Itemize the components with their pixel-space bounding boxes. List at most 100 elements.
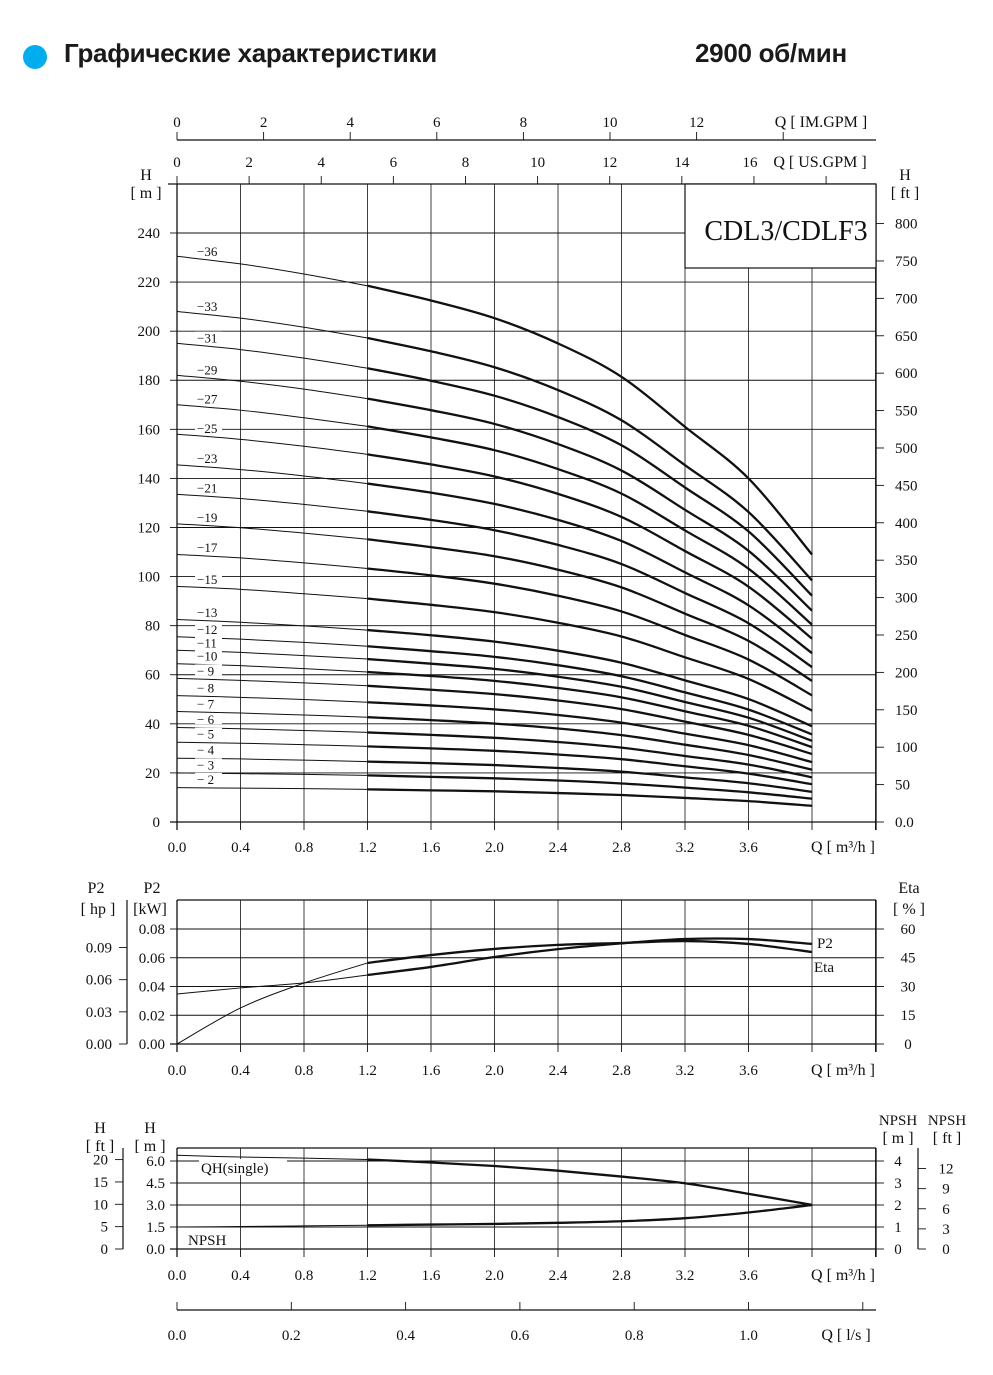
x-tick-label: 0.8 bbox=[295, 840, 314, 856]
label-bg bbox=[195, 363, 222, 375]
x-tick-label: 1.6 bbox=[422, 1268, 441, 1284]
label-bg bbox=[195, 481, 222, 493]
x-tick-label: 0.4 bbox=[231, 1063, 250, 1079]
npsh-m-tick-label: 2 bbox=[894, 1198, 902, 1214]
qh-chart: 0204060801001201401601802002202400.05010… bbox=[130, 114, 919, 856]
y-tick-label: 0.00 bbox=[139, 1037, 165, 1053]
npsh-m-tick-label: 0 bbox=[894, 1242, 902, 1258]
qh-curve bbox=[367, 367, 813, 597]
y-right-tick-label: 150 bbox=[895, 703, 918, 719]
y-right-tick-label: 50 bbox=[895, 778, 910, 794]
im-gpm-tick-label: 4 bbox=[346, 115, 354, 131]
ft-tick-label: 5 bbox=[101, 1220, 109, 1236]
x-tick-label: 2.8 bbox=[612, 1063, 631, 1079]
stage-label: −33 bbox=[197, 299, 217, 314]
qh-curve-thin bbox=[176, 493, 368, 512]
stage-label: −12 bbox=[197, 622, 217, 637]
eta-curve-label: Eta bbox=[814, 960, 834, 976]
label-bg bbox=[195, 510, 222, 522]
y-tick-label: 120 bbox=[138, 520, 161, 536]
im-gpm-tick-label: 6 bbox=[433, 115, 441, 131]
npsh-m-axis-label: NPSH bbox=[879, 1113, 918, 1129]
im-gpm-tick-label: 2 bbox=[260, 115, 268, 131]
us-gpm-tick-label: 8 bbox=[462, 155, 470, 171]
im-gpm-tick-label: 12 bbox=[689, 115, 704, 131]
x-tick-label: 3.2 bbox=[676, 840, 695, 856]
h-axis-label: H bbox=[144, 1120, 156, 1137]
y-tick-label: 0.04 bbox=[139, 980, 166, 996]
qh-curve-thin bbox=[176, 553, 368, 569]
stage-label: −36 bbox=[197, 244, 218, 259]
y-right-tick-label: 200 bbox=[895, 665, 918, 681]
y-tick-label: 0.08 bbox=[139, 922, 165, 938]
y-tick-label: 6.0 bbox=[146, 1154, 165, 1170]
npsh-ft-tick-label: 9 bbox=[942, 1182, 950, 1198]
label-bg bbox=[195, 541, 222, 553]
label-bg bbox=[195, 681, 222, 693]
label-bg bbox=[195, 605, 222, 617]
x-tick-label: 2.8 bbox=[612, 840, 631, 856]
stage-label: − 8 bbox=[197, 680, 214, 695]
y-right-tick-label: 450 bbox=[895, 478, 918, 494]
y-right-tick-label: 650 bbox=[895, 329, 918, 345]
npsh-ft-tick-label: 3 bbox=[942, 1222, 950, 1238]
y-tick-label: 160 bbox=[138, 422, 161, 438]
label-bg bbox=[195, 664, 222, 676]
qh-curve bbox=[367, 645, 813, 736]
y-right-tick-label: 300 bbox=[895, 591, 918, 607]
npsh-m-tick-label: 4 bbox=[894, 1154, 902, 1170]
qh-curve-thin bbox=[176, 619, 368, 631]
eta-tick-label: 0 bbox=[904, 1037, 912, 1053]
qh-curve bbox=[367, 628, 813, 728]
im-gpm-tick-label: 10 bbox=[603, 115, 618, 131]
y-right-tick-label: 250 bbox=[895, 628, 918, 644]
qh-curve-thin bbox=[176, 404, 368, 427]
label-bg bbox=[195, 727, 222, 739]
hp-tick-label: 0.03 bbox=[86, 1005, 112, 1021]
qh-single-label: QH(single) bbox=[201, 1161, 269, 1177]
ft-tick-label: 20 bbox=[93, 1153, 108, 1169]
qh-curve bbox=[367, 716, 813, 771]
npsh-curve-label: NPSH bbox=[188, 1233, 227, 1249]
x-tick-label: 0.8 bbox=[295, 1268, 314, 1284]
npsh-ft-tick-label: 6 bbox=[942, 1202, 950, 1218]
label-bg bbox=[195, 649, 222, 661]
qh-curve bbox=[367, 745, 813, 786]
p2-curve bbox=[367, 937, 813, 977]
hp-axis-unit: [ hp ] bbox=[81, 901, 116, 918]
hp-tick-label: 0.09 bbox=[86, 941, 112, 957]
label-bg bbox=[195, 572, 222, 584]
y-tick-label: 0 bbox=[153, 815, 161, 831]
x-tick-label: 2.8 bbox=[612, 1268, 631, 1284]
eta-curve bbox=[367, 939, 813, 965]
label-bg bbox=[195, 772, 222, 784]
us-gpm-tick-label: 4 bbox=[317, 155, 325, 171]
x-tick-label: 3.2 bbox=[676, 1268, 695, 1284]
eta-tick-label: 45 bbox=[901, 951, 916, 967]
qh-curve bbox=[367, 597, 813, 712]
label-bg bbox=[195, 299, 222, 311]
ft-axis-unit: [ ft ] bbox=[86, 1138, 114, 1155]
y-tick-label: 20 bbox=[145, 766, 160, 782]
stage-label: −29 bbox=[197, 362, 217, 377]
x-tick-label: 0.0 bbox=[168, 1063, 187, 1079]
x-tick-label: 0.8 bbox=[295, 1063, 314, 1079]
y-right-tick-label: 350 bbox=[895, 553, 918, 569]
x-axis-label: Q [ m³/h ] bbox=[811, 839, 875, 856]
qh-single-curve bbox=[367, 1158, 813, 1206]
ft-tick-label: 15 bbox=[93, 1175, 108, 1191]
npsh-m-tick-label: 3 bbox=[894, 1176, 902, 1192]
y-right-tick-label: 0.0 bbox=[895, 815, 914, 831]
y-right-tick-label: 500 bbox=[895, 441, 918, 457]
eta-axis-unit: [ % ] bbox=[893, 901, 925, 918]
eta-curve-thin bbox=[176, 962, 368, 1045]
speed-label: 2900 об/мин bbox=[695, 38, 847, 68]
ft-axis-label: H bbox=[94, 1120, 106, 1137]
qh-curve bbox=[367, 453, 813, 640]
npsh-ft-tick-label: 12 bbox=[939, 1162, 954, 1178]
qh-curve bbox=[367, 684, 813, 756]
model-label-box bbox=[684, 183, 877, 269]
stage-label: −31 bbox=[197, 330, 217, 345]
label-bg bbox=[195, 636, 222, 648]
